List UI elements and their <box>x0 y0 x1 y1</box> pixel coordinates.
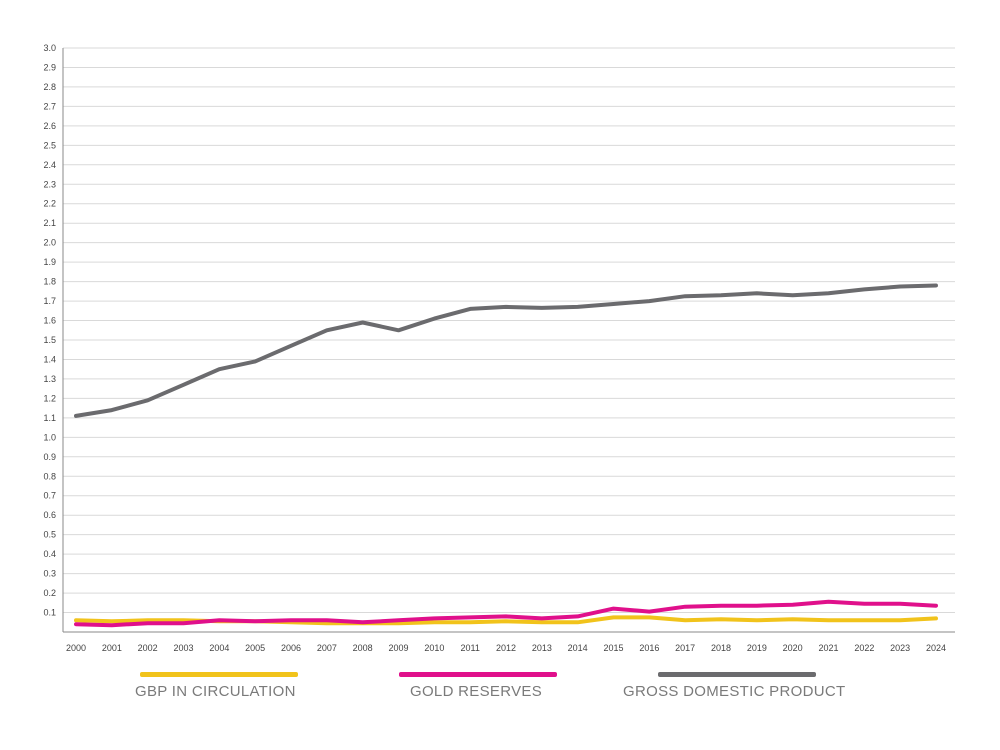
y-tick-label: 1.0 <box>43 432 56 442</box>
series-line-gross-domestic-product <box>74 283 938 418</box>
x-tick-label: 2006 <box>281 643 301 653</box>
y-tick-label: 2.9 <box>43 62 56 72</box>
x-tick-label: 2013 <box>532 643 552 653</box>
x-tick-label: 2018 <box>711 643 731 653</box>
x-axis-tick-labels: 2000 2001 2002 2003 2004 2005 2006 2007 2008 2009… <box>66 643 946 653</box>
legend-label-gbp: GBP IN CIRCULATION <box>135 683 296 700</box>
y-tick-label: 2.8 <box>43 82 56 92</box>
x-tick-label: 2004 <box>209 643 229 653</box>
y-tick-label: 2.3 <box>43 179 56 189</box>
y-tick-label: 2.4 <box>43 160 56 170</box>
x-tick-label: 2000 <box>66 643 86 653</box>
y-tick-label: 1.3 <box>43 374 56 384</box>
x-tick-label: 2003 <box>173 643 193 653</box>
y-tick-label: 1.2 <box>43 393 56 403</box>
y-tick-label: 0.6 <box>43 510 56 520</box>
y-tick-label: 1.5 <box>43 335 56 345</box>
y-tick-label: 2.6 <box>43 121 56 131</box>
y-tick-label: 2.5 <box>43 140 56 150</box>
x-tick-label: 2002 <box>138 643 158 653</box>
x-tick-label: 2022 <box>854 643 874 653</box>
x-tick-label: 2015 <box>603 643 623 653</box>
series-line-gold-reserves <box>74 599 938 628</box>
y-tick-label: 0.3 <box>43 569 56 579</box>
legend-swatch-gold <box>399 672 557 677</box>
legend-swatch-gbp <box>140 672 298 677</box>
axes <box>62 48 955 633</box>
x-tick-label: 2007 <box>317 643 337 653</box>
y-tick-label: 0.5 <box>43 530 56 540</box>
y-tick-label: 0.7 <box>43 491 56 501</box>
x-tick-label: 2001 <box>102 643 122 653</box>
y-tick-label: 2.1 <box>43 218 56 228</box>
x-tick-label: 2020 <box>783 643 803 653</box>
x-tick-label: 2023 <box>890 643 910 653</box>
x-tick-label: 2024 <box>926 643 946 653</box>
y-tick-label: 0.4 <box>43 549 56 559</box>
x-tick-label: 2014 <box>568 643 588 653</box>
x-tick-label: 2012 <box>496 643 516 653</box>
x-tick-label: 2017 <box>675 643 695 653</box>
y-tick-label: 3.0 <box>43 43 56 53</box>
y-tick-label: 1.9 <box>43 257 56 267</box>
y-tick-label: 0.2 <box>43 588 56 598</box>
legend-label-gold: GOLD RESERVES <box>410 683 543 700</box>
y-tick-label: 1.4 <box>43 354 56 364</box>
y-tick-label: 2.0 <box>43 238 56 248</box>
x-tick-label: 2016 <box>639 643 659 653</box>
y-tick-label: 1.8 <box>43 277 56 287</box>
legend-swatch-gdp <box>658 672 816 677</box>
y-tick-label: 1.6 <box>43 316 56 326</box>
y-tick-label: 0.8 <box>43 471 56 481</box>
y-tick-label: 1.7 <box>43 296 56 306</box>
line-chart: 0.1 0.2 0.3 0.4 0.5 0.6 0.7 0.8 0.9 1.0 1.1 1.2 1.3 1… <box>43 43 955 653</box>
x-tick-label: 2011 <box>460 643 479 653</box>
y-tick-label: 2.2 <box>43 199 56 209</box>
y-axis-tick-labels: 0.1 0.2 0.3 0.4 0.5 0.6 0.7 0.8 0.9 1.0 1.1 1.2 1.3 1… <box>43 43 56 618</box>
x-tick-label: 2009 <box>388 643 408 653</box>
x-tick-label: 2019 <box>747 643 767 653</box>
legend-label-gdp: GROSS DOMESTIC PRODUCT <box>623 683 846 700</box>
y-tick-label: 2.7 <box>43 101 56 111</box>
x-tick-label: 2010 <box>424 643 444 653</box>
x-tick-label: 2005 <box>245 643 265 653</box>
x-tick-label: 2008 <box>353 643 373 653</box>
x-tick-label: 2021 <box>818 643 838 653</box>
y-tick-label: 0.1 <box>43 608 56 618</box>
series-lines <box>74 283 938 628</box>
y-tick-label: 1.1 <box>43 413 56 423</box>
legend: GBP IN CIRCULATION GOLD RESERVES GROSS D… <box>0 672 1000 712</box>
gridlines <box>63 47 955 614</box>
y-tick-label: 0.9 <box>43 452 56 462</box>
